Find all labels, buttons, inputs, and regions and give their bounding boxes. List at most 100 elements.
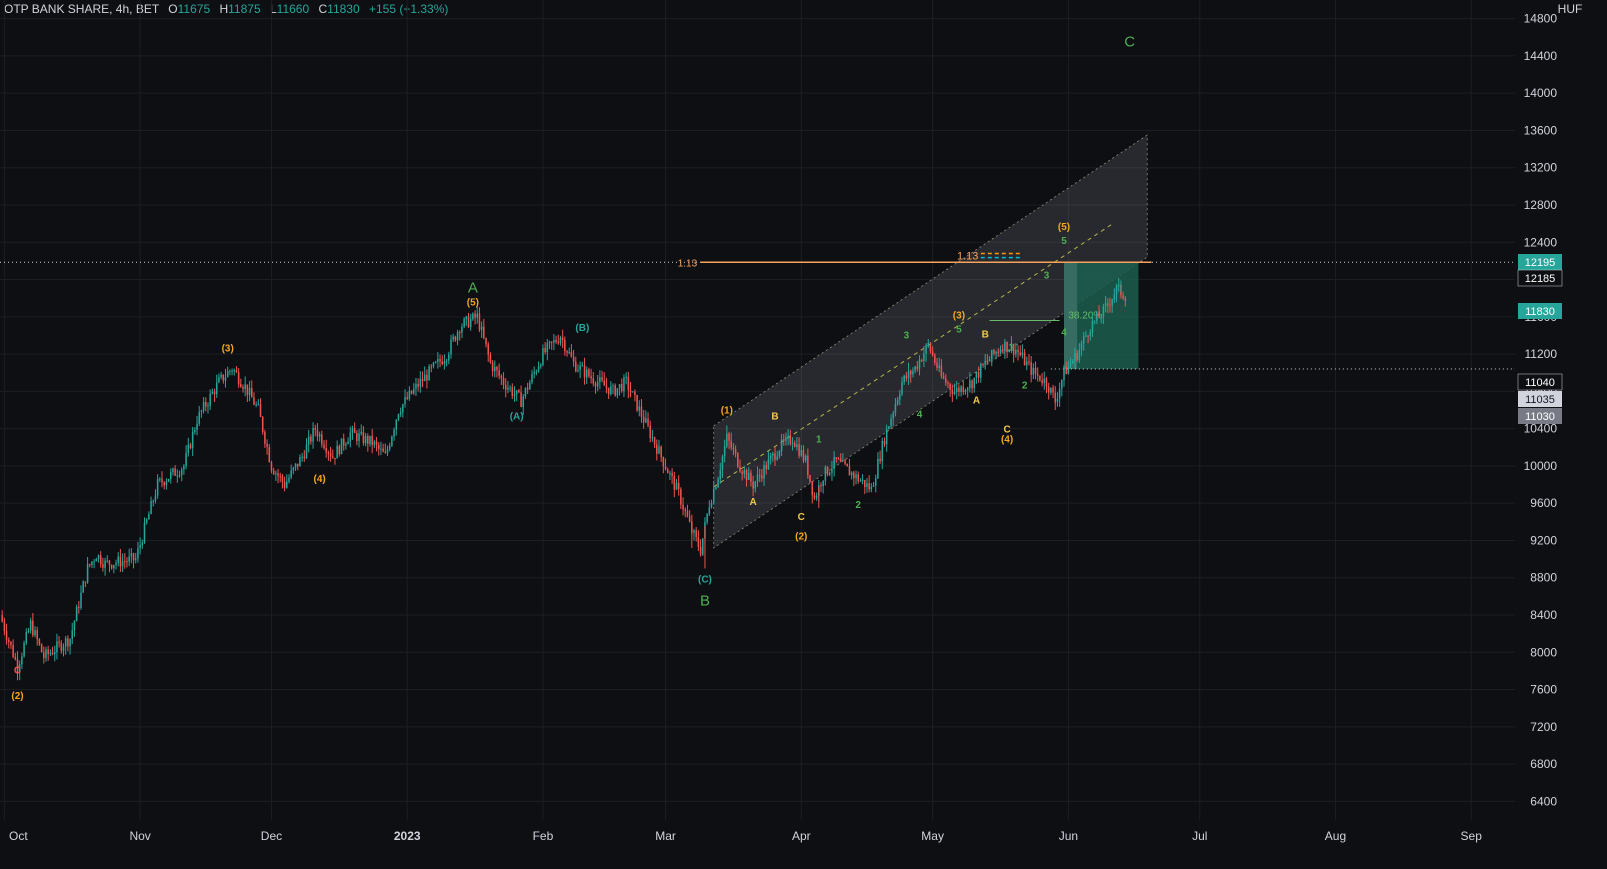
candle <box>86 564 89 583</box>
price-badge <box>1518 408 1562 424</box>
candle <box>995 351 997 354</box>
candle <box>918 360 921 369</box>
candle <box>222 374 225 381</box>
wave-label: 1 <box>816 435 822 446</box>
y-tick-label: 14000 <box>1524 86 1558 100</box>
candle <box>754 481 757 489</box>
candle <box>478 313 481 330</box>
candle <box>677 482 680 490</box>
candle <box>213 391 216 395</box>
candle <box>27 630 30 632</box>
candle <box>498 370 500 376</box>
candle <box>240 383 242 387</box>
candle <box>384 451 387 453</box>
candle <box>283 481 286 488</box>
candle <box>912 370 914 375</box>
candle <box>296 463 299 467</box>
candle <box>518 390 520 393</box>
candle <box>454 336 457 341</box>
candle <box>520 392 522 408</box>
candle <box>139 544 141 549</box>
candle <box>7 639 10 642</box>
candle <box>29 620 32 631</box>
candle <box>224 377 227 381</box>
candle <box>60 642 63 651</box>
candle <box>215 382 218 395</box>
y-tick-label: 6400 <box>1530 794 1557 808</box>
candle <box>693 530 695 533</box>
candle <box>207 405 209 407</box>
y-tick-label: 10000 <box>1524 459 1558 473</box>
candle <box>583 365 586 378</box>
wave-label: 5 <box>1061 236 1067 247</box>
candle <box>686 510 689 517</box>
candle <box>793 443 796 447</box>
candle <box>51 652 54 655</box>
chart-header: OTP BANK SHARE, 4h, BET O11675 H11875 L1… <box>4 2 448 16</box>
candle <box>535 371 538 373</box>
candle <box>894 404 897 413</box>
candle <box>318 434 321 437</box>
candle <box>1006 341 1008 353</box>
candle <box>938 365 940 368</box>
candle <box>721 456 724 470</box>
candle <box>458 332 461 334</box>
candle <box>325 447 327 453</box>
candle <box>410 390 413 394</box>
candle <box>717 479 719 488</box>
candle <box>1107 303 1109 305</box>
wave-label: (A) <box>510 411 524 422</box>
candle <box>568 352 570 354</box>
wave-label: (4) <box>1001 435 1013 446</box>
open-label: O <box>168 2 178 16</box>
candle <box>292 467 295 471</box>
currency-label: HUF <box>1558 2 1583 16</box>
candle <box>290 470 292 478</box>
candle <box>636 394 638 411</box>
candle <box>719 469 722 480</box>
candle <box>675 482 678 490</box>
candle <box>386 449 389 453</box>
candle <box>38 639 41 645</box>
candle <box>49 652 52 654</box>
candle <box>1010 344 1013 351</box>
y-tick-label: 8000 <box>1530 645 1557 659</box>
candle <box>601 377 603 381</box>
wave-label: 2 <box>1022 381 1028 392</box>
candle <box>220 374 222 378</box>
candle <box>892 412 895 419</box>
wave-label: B <box>700 593 710 610</box>
candle <box>413 388 415 394</box>
candle <box>553 340 555 343</box>
x-tick-label: Apr <box>792 829 811 843</box>
low-label: L <box>269 2 277 16</box>
candle <box>787 435 789 438</box>
candle <box>1050 387 1052 393</box>
candle <box>1017 349 1019 353</box>
candle <box>960 386 962 392</box>
candle <box>658 446 660 454</box>
candle <box>56 641 58 653</box>
y-tick-label: 6800 <box>1530 757 1557 771</box>
candle <box>270 461 273 471</box>
candle <box>288 477 290 482</box>
candle <box>321 434 323 445</box>
candle <box>778 450 781 457</box>
candle <box>750 472 752 482</box>
candle <box>377 444 380 449</box>
x-tick-label: Jun <box>1059 829 1078 843</box>
candle <box>837 458 840 460</box>
candle <box>730 440 732 448</box>
candle <box>726 433 728 447</box>
candle <box>299 457 301 467</box>
candle <box>494 366 496 372</box>
candle <box>469 319 472 328</box>
candle <box>839 458 842 462</box>
candle <box>984 360 986 365</box>
candle <box>1091 320 1094 333</box>
candle <box>776 456 778 460</box>
candle <box>592 378 595 384</box>
candle <box>945 378 947 383</box>
candle <box>1052 387 1054 393</box>
